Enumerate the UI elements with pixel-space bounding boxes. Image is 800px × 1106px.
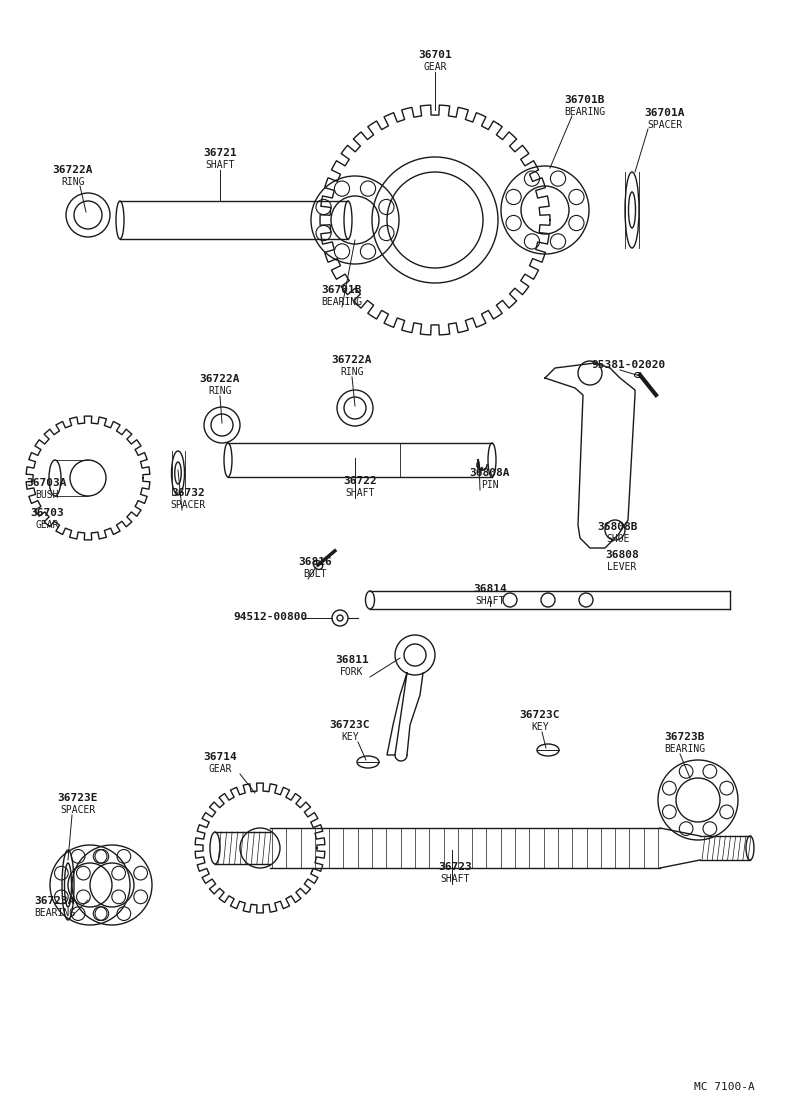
Text: 36723B: 36723B: [665, 732, 706, 742]
Text: 36808A: 36808A: [470, 468, 510, 478]
Text: 36722: 36722: [343, 476, 377, 486]
Text: 36732: 36732: [171, 488, 205, 498]
Text: BUSH: BUSH: [35, 490, 58, 500]
Text: 36701B: 36701B: [565, 95, 606, 105]
Ellipse shape: [634, 373, 642, 377]
Text: SHOE: SHOE: [606, 534, 630, 544]
Text: 36816: 36816: [298, 557, 332, 567]
Text: GEAR: GEAR: [35, 520, 58, 530]
Text: MC 7100-A: MC 7100-A: [694, 1082, 755, 1092]
Text: GEAR: GEAR: [208, 764, 232, 774]
Text: SPACER: SPACER: [647, 119, 682, 131]
Text: SPACER: SPACER: [60, 805, 96, 815]
Text: BEARING: BEARING: [565, 107, 606, 117]
Text: 36723E: 36723E: [58, 793, 98, 803]
Text: BEARING: BEARING: [322, 298, 362, 307]
Text: 36703A: 36703A: [26, 478, 67, 488]
Ellipse shape: [357, 757, 379, 768]
Text: 36808B: 36808B: [598, 522, 638, 532]
Text: 36701: 36701: [418, 50, 452, 60]
Text: 94512-00800: 94512-00800: [233, 612, 307, 622]
Text: GEAR: GEAR: [423, 62, 446, 72]
Text: 36703: 36703: [30, 508, 64, 518]
Text: RING: RING: [208, 386, 232, 396]
Text: 36723C: 36723C: [330, 720, 370, 730]
Text: SPACER: SPACER: [170, 500, 206, 510]
Text: RING: RING: [62, 177, 85, 187]
Text: SHAFT: SHAFT: [475, 596, 505, 606]
Text: 36722A: 36722A: [332, 355, 372, 365]
Text: 36723C: 36723C: [520, 710, 560, 720]
Text: 36701A: 36701A: [645, 108, 686, 118]
Text: BEARING: BEARING: [34, 908, 75, 918]
Text: 36701B: 36701B: [322, 285, 362, 295]
Text: SHAFT: SHAFT: [346, 488, 374, 498]
Ellipse shape: [537, 744, 559, 757]
Text: KEY: KEY: [531, 722, 549, 732]
Text: 36714: 36714: [203, 752, 237, 762]
Text: 36722A: 36722A: [200, 374, 240, 384]
Text: PIN: PIN: [481, 480, 499, 490]
Ellipse shape: [314, 561, 322, 570]
Text: 95381-02020: 95381-02020: [591, 359, 665, 371]
Text: 36811: 36811: [335, 655, 369, 665]
Text: SHAFT: SHAFT: [440, 874, 470, 884]
Text: KEY: KEY: [341, 732, 359, 742]
Text: 36814: 36814: [473, 584, 507, 594]
Text: 36722A: 36722A: [53, 165, 94, 175]
Text: 36808: 36808: [605, 550, 639, 560]
Text: LEVER: LEVER: [607, 562, 637, 572]
Text: FORK: FORK: [340, 667, 364, 677]
Text: 36723A: 36723A: [34, 896, 75, 906]
Text: 36723: 36723: [438, 862, 472, 872]
Text: 36721: 36721: [203, 148, 237, 158]
Text: SHAFT: SHAFT: [206, 160, 234, 170]
Text: RING: RING: [340, 367, 364, 377]
Text: BEARING: BEARING: [665, 744, 706, 754]
Text: BOLT: BOLT: [303, 568, 326, 580]
